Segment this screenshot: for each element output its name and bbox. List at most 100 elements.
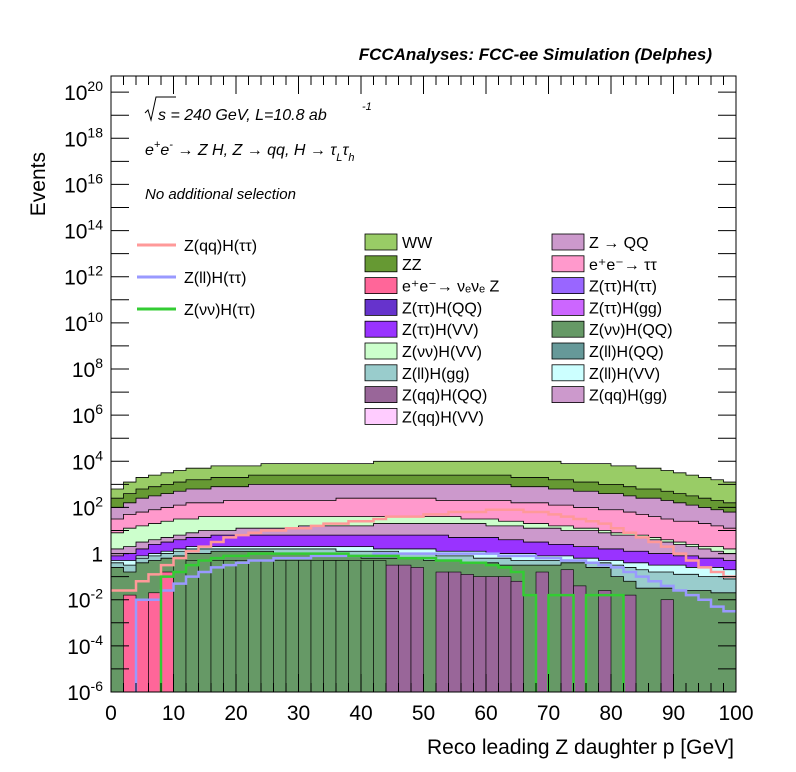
legend-swatch bbox=[364, 233, 398, 251]
stack-outline bbox=[111, 534, 736, 561]
legend-item-z-qq: Z → QQ bbox=[551, 233, 649, 252]
sparse-bar bbox=[573, 585, 587, 692]
stack-bar bbox=[111, 567, 124, 692]
sparse-bar bbox=[185, 560, 199, 692]
legend-swatch bbox=[364, 277, 398, 295]
legend-item-z-h: Z(νν)H(ττ) bbox=[137, 302, 255, 319]
tick-labels: 0 10 20 30 40 50 60 70 80 90 10010-610-410-2110210… bbox=[64, 78, 753, 725]
legend-item-z-h: Z(ττ)H(ττ) bbox=[551, 277, 657, 296]
legend-label: Z(qq)H(QQ) bbox=[402, 388, 487, 405]
y-tick-label: 10-6 bbox=[67, 678, 103, 705]
legend-label: Z(qq)H(ττ) bbox=[184, 238, 257, 255]
stack-bar bbox=[673, 590, 686, 692]
sqrt-symbol bbox=[144, 96, 176, 122]
signal-legend: Z(qq)H(ττ) Z(ll)H(ττ) Z(νν)H(ττ) bbox=[137, 238, 257, 319]
sparse-bar bbox=[498, 576, 512, 692]
x-tick-label: 70 bbox=[537, 702, 560, 725]
x-tick-label: 100 bbox=[718, 702, 753, 725]
signal-line-z-ll-h bbox=[134, 552, 736, 692]
legend-label: Z(νν)H(ττ) bbox=[184, 302, 255, 319]
y-tick-label: 1012 bbox=[64, 263, 103, 290]
stack-bar bbox=[648, 588, 661, 692]
legend-swatch bbox=[551, 364, 585, 382]
sparse-bar bbox=[660, 599, 674, 692]
y-axis-label: Events bbox=[27, 152, 50, 216]
legend-swatch bbox=[551, 233, 585, 251]
legend-item-z-ll-h-gg: Z(ll)H(gg) bbox=[364, 364, 470, 383]
legend-swatch bbox=[364, 255, 398, 273]
x-tick-label: 30 bbox=[287, 702, 310, 725]
stack-bar bbox=[423, 560, 436, 692]
sparse-bar bbox=[273, 560, 287, 692]
legend-label: Z → QQ bbox=[589, 235, 649, 252]
legend-swatch bbox=[364, 407, 398, 425]
legend-swatch bbox=[364, 342, 398, 360]
sparse-bar bbox=[198, 560, 212, 692]
legend-label: Z(ll)H(gg) bbox=[402, 366, 470, 383]
stack-bar bbox=[548, 565, 561, 692]
sparse-bar bbox=[510, 580, 524, 692]
stack-outline bbox=[111, 460, 736, 490]
y-tick-label: 104 bbox=[72, 447, 103, 474]
y-tick-label: 1010 bbox=[64, 309, 103, 336]
stack-outline bbox=[111, 546, 736, 571]
sparse-bar bbox=[435, 571, 449, 692]
lumi-exponent: -1 bbox=[362, 101, 372, 113]
sparse-bar bbox=[598, 590, 612, 692]
legend-swatch bbox=[551, 386, 585, 404]
stack-bar bbox=[523, 565, 536, 692]
legend-item-z-h-gg: Z(ττ)H(gg) bbox=[551, 298, 662, 317]
legend-label: Z(ll)H(VV) bbox=[589, 366, 660, 383]
legend-label: Z(qq)H(gg) bbox=[589, 388, 667, 405]
sparse-bar bbox=[260, 560, 274, 692]
signal-lines bbox=[111, 508, 736, 692]
stack-bar bbox=[711, 592, 724, 692]
y-tick-label: 102 bbox=[72, 493, 103, 520]
x-tick-label: 50 bbox=[412, 702, 435, 725]
legend-item-z-ll-h: Z(ll)H(ττ) bbox=[137, 270, 246, 287]
legend-swatch bbox=[551, 255, 585, 273]
y-tick-label: 1020 bbox=[64, 78, 103, 105]
sparse-bar bbox=[135, 599, 149, 692]
legend-item-e-e: e⁺e⁻→ ττ bbox=[551, 255, 657, 274]
y-tick-label: 1016 bbox=[64, 170, 103, 197]
stack-bar bbox=[686, 590, 699, 692]
legend-swatch bbox=[551, 342, 585, 360]
legend-item-z-ll-h-qq: Z(ll)H(QQ) bbox=[551, 342, 664, 361]
sparse-bar bbox=[473, 576, 487, 692]
legend-label: Z(ττ)H(QQ) bbox=[402, 300, 482, 317]
sparse-bar bbox=[485, 576, 499, 692]
stack-bar bbox=[698, 590, 711, 692]
legend-item-z-h-vv: Z(ττ)H(VV) bbox=[364, 320, 479, 339]
sparse-bar bbox=[335, 560, 349, 692]
legend-label: e⁺e⁻→ νₑνₑ Z bbox=[402, 279, 499, 296]
sparse-bar bbox=[210, 560, 224, 692]
legend-swatch bbox=[551, 298, 585, 316]
legend-item-z-ll-h-vv: Z(ll)H(VV) bbox=[551, 364, 660, 383]
y-tick-label: 1 bbox=[91, 544, 103, 567]
legend-label: Z(ττ)H(VV) bbox=[402, 322, 479, 339]
stack-bar bbox=[586, 567, 599, 692]
signal-line-z-qq-h bbox=[111, 508, 736, 592]
legend-item-z-qq-h: Z(qq)H(ττ) bbox=[137, 238, 257, 255]
sparse-bar bbox=[448, 571, 462, 692]
energy-lumi-annotation: s = 240 GeV, L=10.8 ab -1 bbox=[144, 96, 372, 124]
sparse-bar bbox=[310, 560, 324, 692]
sparse-bar bbox=[123, 594, 137, 692]
x-tick-label: 10 bbox=[162, 702, 185, 725]
legend-label: Z(ll)H(ττ) bbox=[184, 270, 246, 287]
sparse-bar bbox=[398, 564, 412, 692]
legend-label: Z(ll)H(QQ) bbox=[589, 344, 664, 361]
sparse-bar bbox=[623, 594, 637, 692]
legend-item-z-h-qq: Z(νν)H(QQ) bbox=[551, 320, 673, 339]
legend-item-z-qq-h-qq: Z(qq)H(QQ) bbox=[364, 386, 487, 405]
sparse-bar bbox=[248, 560, 262, 692]
sparse-bar bbox=[298, 560, 312, 692]
x-tick-label: 80 bbox=[599, 702, 622, 725]
legend-label: WW bbox=[402, 235, 433, 252]
sparse-bar bbox=[348, 560, 362, 692]
legend-label: Z(qq)H(VV) bbox=[402, 409, 484, 426]
legend-item-ww: WW bbox=[364, 233, 433, 252]
legend-item-zz: ZZ bbox=[364, 255, 422, 274]
y-tick-label: 10-4 bbox=[67, 632, 103, 659]
